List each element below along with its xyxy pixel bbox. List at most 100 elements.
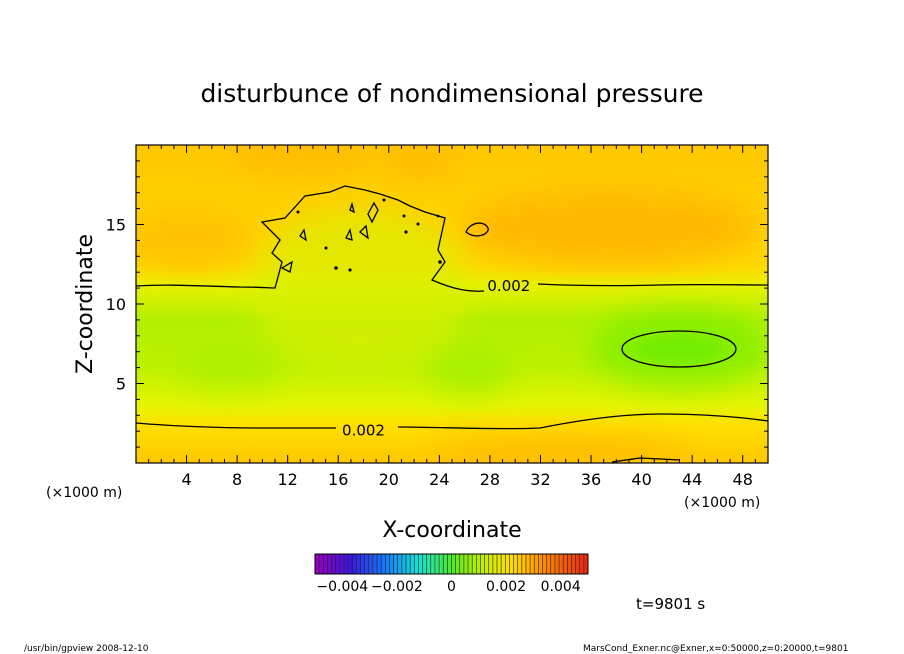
y-tick-label: 5 <box>116 375 126 394</box>
colorbar-cell <box>372 554 378 574</box>
colorbar-cell <box>525 554 531 574</box>
colorbar-cell <box>468 554 473 574</box>
x-tick-label: 40 <box>631 470 651 489</box>
colorbar-cell <box>492 554 497 574</box>
y-tick-label: 10 <box>106 295 126 314</box>
footer-right: MarsCond_Exner.nc@Exner,x=0:50000,z=0:20… <box>583 644 848 654</box>
colorbar-cell <box>401 554 406 574</box>
time-label: t=9801 s <box>636 595 705 613</box>
colorbar-cell <box>393 554 398 574</box>
colorbar-cell <box>546 554 551 574</box>
x-tick-label: 4 <box>181 470 191 489</box>
colorbar-cell <box>521 554 526 574</box>
x-tick-label: 44 <box>682 470 702 489</box>
colorbar-cell <box>397 554 402 574</box>
colorbar-cell <box>517 554 522 574</box>
contour-lines <box>136 185 768 463</box>
chart-title: disturbunce of nondimensional pressure <box>200 79 703 108</box>
colorbar-cell <box>356 554 361 574</box>
x-tick-label: 32 <box>530 470 550 489</box>
colorbar-cell <box>567 554 572 574</box>
x-tick-label: 16 <box>328 470 348 489</box>
colorbar-cell <box>530 554 535 574</box>
colorbar-cell <box>538 554 543 574</box>
footer-left: /usr/bin/gpview 2008-12-10 <box>24 644 149 654</box>
colorbar-tick-label: −0.002 <box>371 579 423 595</box>
colorbar-cell <box>426 554 431 574</box>
colorbar-cell <box>343 554 349 574</box>
colorbar-cell <box>348 554 353 574</box>
contour-label: 0.002 <box>342 422 385 440</box>
colorbar-cell <box>571 554 576 574</box>
colorbar-cell <box>583 554 588 574</box>
colorbar-cell <box>579 554 584 574</box>
colorbar-cell <box>476 554 481 574</box>
colorbar-cell <box>352 554 357 574</box>
field-shading <box>136 145 768 463</box>
colorbar-cell <box>389 554 394 574</box>
colorbar-cell <box>509 554 514 574</box>
colorbar-tick-label: 0.004 <box>541 579 581 595</box>
colorbar-cell <box>335 554 340 574</box>
colorbar-tick-labels: −0.004 −0.002 0 0.002 0.004 <box>316 579 580 595</box>
colorbar-cell <box>422 554 427 574</box>
x-axis-label: X-coordinate <box>382 518 521 543</box>
colorbar-cell <box>385 554 390 574</box>
colorbar-cell <box>488 554 493 574</box>
colorbar-tick-label: 0 <box>447 579 456 595</box>
contour-specks <box>296 198 442 272</box>
x-tick-label: 48 <box>733 470 753 489</box>
y-axis-ticks <box>136 144 768 464</box>
x-tick-label: 24 <box>429 470 449 489</box>
colorbar-tick-label: −0.004 <box>316 579 368 595</box>
colorbar-cell <box>505 554 510 574</box>
colorbar-cell <box>430 554 435 574</box>
colorbar-cell <box>339 554 344 574</box>
colorbar-cell <box>319 554 324 574</box>
y-axis-tick-labels: 5 10 15 <box>106 216 126 394</box>
colorbar-cell <box>451 554 456 574</box>
x-tick-label: 12 <box>278 470 298 489</box>
colorbar-cell <box>434 554 440 574</box>
colorbar-cell <box>327 554 332 574</box>
colorbar-cell <box>550 554 555 574</box>
colorbar-cell <box>463 554 469 574</box>
contour-label: 0.002 <box>487 277 530 295</box>
x-unit-right: (×1000 m) <box>684 495 760 511</box>
colorbar-cell <box>575 554 580 574</box>
colorbar-cell <box>484 554 489 574</box>
colorbar-cell <box>513 554 518 574</box>
colorbar-cell <box>559 554 564 574</box>
colorbar-cell <box>418 554 423 574</box>
x-axis-tick-labels: 4 8 12 16 20 24 28 32 36 40 44 48 <box>181 470 752 489</box>
colorbar-cell <box>364 554 369 574</box>
y-tick-label: 15 <box>106 216 126 235</box>
colorbar-cell <box>497 554 502 574</box>
colorbar-cell <box>381 554 386 574</box>
colorbar-cell <box>377 554 382 574</box>
colorbar-cell <box>542 554 547 574</box>
x-axis-ticks <box>135 145 769 463</box>
x-unit-left: (×1000 m) <box>46 485 122 501</box>
colorbar-cell <box>459 554 464 574</box>
colorbar-cell <box>368 554 373 574</box>
colorbar-cell <box>447 554 452 574</box>
colorbar-cell <box>534 554 539 574</box>
x-tick-label: 20 <box>379 470 399 489</box>
colorbar-cell <box>360 554 365 574</box>
colorbar-cell <box>410 554 415 574</box>
colorbar-cell <box>455 554 460 574</box>
colorbar-cell <box>501 554 506 574</box>
colorbar-frame <box>314 553 589 575</box>
x-tick-label: 8 <box>232 470 242 489</box>
colorbar-cell <box>323 554 328 574</box>
colorbar-cell <box>406 554 411 574</box>
x-tick-label: 36 <box>581 470 601 489</box>
colorbar-tick-label: 0.002 <box>486 579 526 595</box>
colorbar-cell <box>472 554 477 574</box>
colorbar-cell <box>554 554 560 574</box>
x-tick-label: 28 <box>480 470 500 489</box>
colorbar-cell <box>439 554 444 574</box>
contour-labels: 0.002 0.002 <box>342 277 530 440</box>
colorbar <box>314 554 588 574</box>
